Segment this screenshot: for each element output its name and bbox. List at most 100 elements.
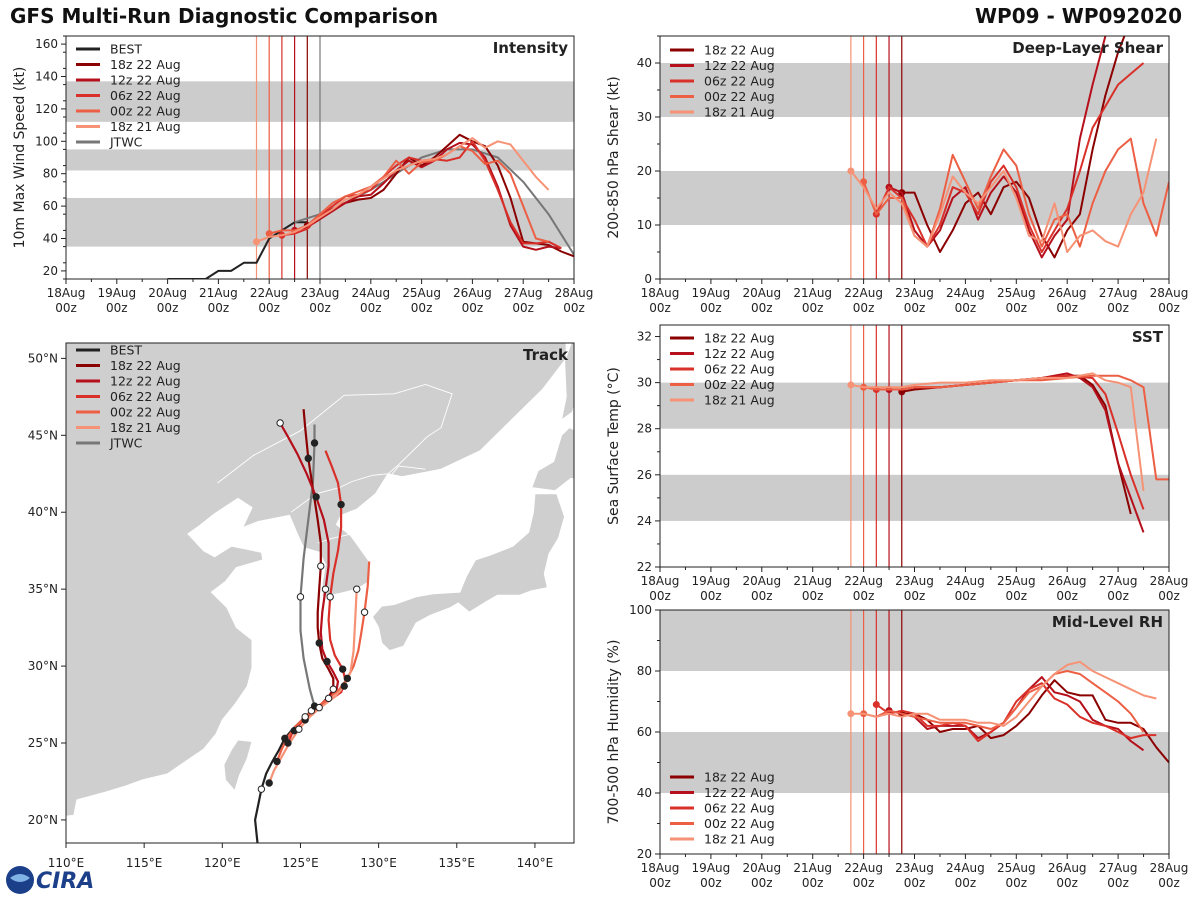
panel-title: Deep-Layer Shear: [1012, 39, 1163, 57]
legend-label: JTWC: [109, 135, 143, 150]
lat-tick-label: 50°N: [28, 351, 58, 365]
china-russia-border: [217, 384, 453, 484]
x-tick-label-hour: 00z: [802, 589, 824, 603]
map-frame: [65, 342, 575, 844]
globe-swirl: [10, 874, 30, 882]
y-tick-label: 30: [637, 110, 652, 124]
series-line-18z-22-aug: [901, 36, 1126, 259]
lat-tick-label: 40°N: [28, 505, 58, 519]
panel-title: SST: [1132, 328, 1164, 346]
track-line-jtwc: [299, 424, 316, 707]
track-day-marker: [360, 608, 369, 616]
x-tick-label-hour: 00z: [157, 301, 179, 315]
lon-tick-label: 115°E: [126, 856, 163, 870]
series-start-marker: [847, 381, 855, 389]
track-chart: 110°E 115°E 120°E 125°E 130°E 135°E 140°E 20°N 2…: [28, 342, 575, 870]
panel-title: Mid-Level RH: [1052, 613, 1163, 631]
track-day-marker: [295, 725, 303, 733]
x-tick-label-hour: 00z: [904, 589, 926, 603]
y-axis-label: 10m Max Wind Speed (kt): [12, 67, 28, 249]
x-tick-label-hour: 00z: [1006, 301, 1028, 315]
series-line-18z-21-aug: [256, 137, 550, 243]
legend-label: 18z 21 Aug: [704, 393, 775, 408]
track-line-00z-22-aug: [275, 561, 371, 762]
y-tick-label: 80: [637, 664, 652, 678]
legend-label: 18z 22 Aug: [704, 331, 775, 346]
x-tick-label-day: 21Aug: [793, 574, 832, 588]
mainland-landmass: [66, 343, 567, 817]
x-tick-label-day: 19Aug: [692, 574, 731, 588]
x-tick-label-day: 21Aug: [199, 286, 238, 300]
y-tick-label: 40: [43, 232, 58, 246]
shaded-band: [660, 610, 1169, 671]
intensity-chart: 2040608010012014016018Aug00z19Aug00z20Au…: [12, 35, 593, 315]
x-tick-label-day: 25Aug: [997, 861, 1036, 875]
legend-label: 12z 22 Aug: [110, 374, 181, 389]
x-tick-label-hour: 00z: [700, 876, 722, 890]
x-tick-label-hour: 00z: [955, 301, 977, 315]
series-group: [847, 36, 1169, 259]
x-tick-label-hour: 00z: [904, 876, 926, 890]
series-line-18z-21-aug: [850, 660, 1157, 727]
x-tick-label-hour: 00z: [751, 876, 773, 890]
legend-label: 18z 21 Aug: [704, 832, 775, 847]
y-tick-label: 160: [35, 37, 58, 51]
track-day-marker: [257, 785, 266, 793]
japan-main-landmass: [371, 493, 566, 652]
y-tick-label: 20: [637, 164, 652, 178]
lon-tick-label: 125°E: [282, 856, 319, 870]
x-tick-label-day: 26Aug: [453, 286, 492, 300]
x-tick-label-day: 28Aug: [1150, 574, 1189, 588]
x-tick-label-hour: 00z: [55, 301, 77, 315]
map-group: [66, 343, 574, 853]
x-tick-label-day: 24Aug: [351, 286, 390, 300]
lon-tick-label: 110°E: [48, 856, 85, 870]
x-tick-label-day: 25Aug: [402, 286, 441, 300]
x-tick-label-day: 26Aug: [1048, 286, 1087, 300]
legend-label: 06z 22 Aug: [110, 88, 181, 103]
shaded-band: [660, 732, 1169, 793]
x-tick-label-day: 28Aug: [1150, 861, 1189, 875]
track-day-marker: [276, 419, 284, 427]
y-tick-label: 28: [637, 422, 652, 436]
x-tick-label-hour: 00z: [1107, 589, 1129, 603]
x-tick-label-hour: 00z: [1158, 589, 1180, 603]
x-tick-label-day: 27Aug: [1099, 574, 1138, 588]
panel-title: Track: [523, 346, 569, 364]
page-title: GFS Multi-Run Diagnostic Comparison: [10, 4, 439, 28]
russia-coast-border: [389, 465, 426, 478]
x-tick-label-hour: 00z: [853, 876, 875, 890]
x-tick-label-day: 18Aug: [641, 574, 680, 588]
track-day-marker: [324, 694, 333, 703]
track-day-marker: [326, 593, 334, 601]
track-day-marker: [317, 562, 325, 570]
x-tick-label-day: 27Aug: [1099, 861, 1138, 875]
y-tick-label: 0: [644, 272, 652, 286]
x-tick-label-hour: 00z: [649, 589, 671, 603]
lat-tick-label: 35°N: [28, 582, 58, 596]
track-day-marker: [353, 585, 361, 593]
rh-chart: 2040608010018Aug00z19Aug00z20Aug00z21Aug…: [606, 603, 1189, 890]
x-tick-label-day: 18Aug: [47, 286, 86, 300]
x-tick-label-hour: 00z: [1006, 589, 1028, 603]
x-tick-label-hour: 00z: [1056, 876, 1078, 890]
x-tick-label-hour: 00z: [258, 301, 280, 315]
x-tick-label-day: 23Aug: [895, 574, 934, 588]
sst-chart: 22242628303218Aug00z19Aug00z20Aug00z21Au…: [606, 324, 1189, 603]
track-day-marker: [265, 779, 273, 787]
track-day-marker: [284, 739, 292, 747]
x-tick-label-hour: 00z: [853, 301, 875, 315]
x-tick-label-day: 23Aug: [895, 861, 934, 875]
track-day-marker: [255, 847, 261, 853]
series-start-marker: [847, 710, 855, 718]
series-start-marker: [872, 701, 880, 709]
x-tick-label-hour: 00z: [802, 301, 824, 315]
y-tick-label: 140: [35, 70, 58, 84]
x-tick-label-day: 19Aug: [692, 861, 731, 875]
y-tick-label: 100: [35, 134, 58, 148]
legend-label: 00z 22 Aug: [704, 377, 775, 392]
series-line-18z-21-aug: [850, 372, 1145, 492]
lat-tick-label: 20°N: [28, 813, 58, 827]
x-tick-label-hour: 00z: [904, 301, 926, 315]
